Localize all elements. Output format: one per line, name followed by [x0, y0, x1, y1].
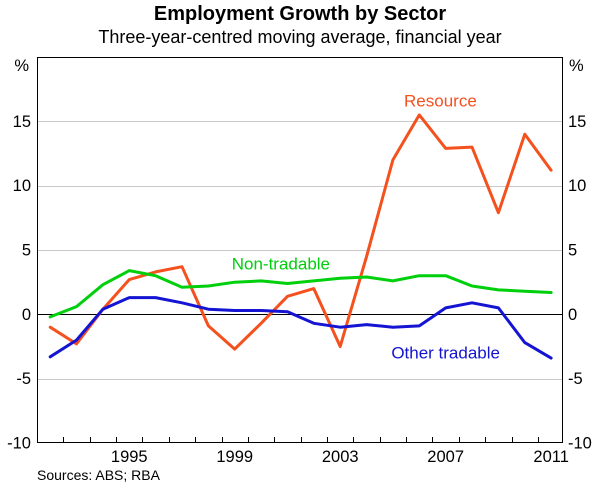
- y-tick-label-right: -10: [568, 435, 592, 453]
- y-tick-label-left: -5: [16, 370, 31, 388]
- chart-title: Employment Growth by Sector: [153, 3, 447, 25]
- x-tick-label: 1999: [216, 448, 253, 466]
- source-note: Sources: ABS; RBA: [37, 467, 160, 483]
- y-tick-label-right: 0: [568, 306, 577, 324]
- y-tick-label-right: -5: [568, 370, 583, 388]
- series-line-resource: [48, 113, 553, 351]
- x-tick-label: 2007: [427, 448, 464, 466]
- unit-label-right: %: [569, 57, 584, 75]
- plot-frame: [36, 56, 564, 444]
- series-line-non-tradable: [48, 269, 553, 319]
- y-tick-label-right: 10: [568, 177, 586, 195]
- chart-subtitle: Three-year-centred moving average, finan…: [98, 27, 502, 47]
- x-tick-label: 2011: [533, 448, 568, 466]
- y-tick-label-right: 5: [568, 242, 577, 260]
- x-tick-label: 1995: [111, 448, 148, 466]
- y-tick-label-left: 10: [13, 177, 31, 195]
- unit-label-left: %: [14, 57, 29, 75]
- y-tick-label-right: 15: [568, 113, 586, 131]
- y-tick-label-left: 5: [22, 242, 31, 260]
- y-tick-label-left: 0: [22, 306, 31, 324]
- y-tick-label-left: -10: [7, 435, 31, 453]
- x-tick-label: 2003: [322, 448, 359, 466]
- series-label-non-tradable: Non-tradable: [232, 255, 330, 274]
- series-label-resource: Resource: [404, 92, 477, 111]
- series-line-other-tradable: [48, 296, 553, 360]
- series-label-other-tradable: Other tradable: [391, 343, 500, 362]
- y-tick-label-left: 15: [13, 113, 31, 131]
